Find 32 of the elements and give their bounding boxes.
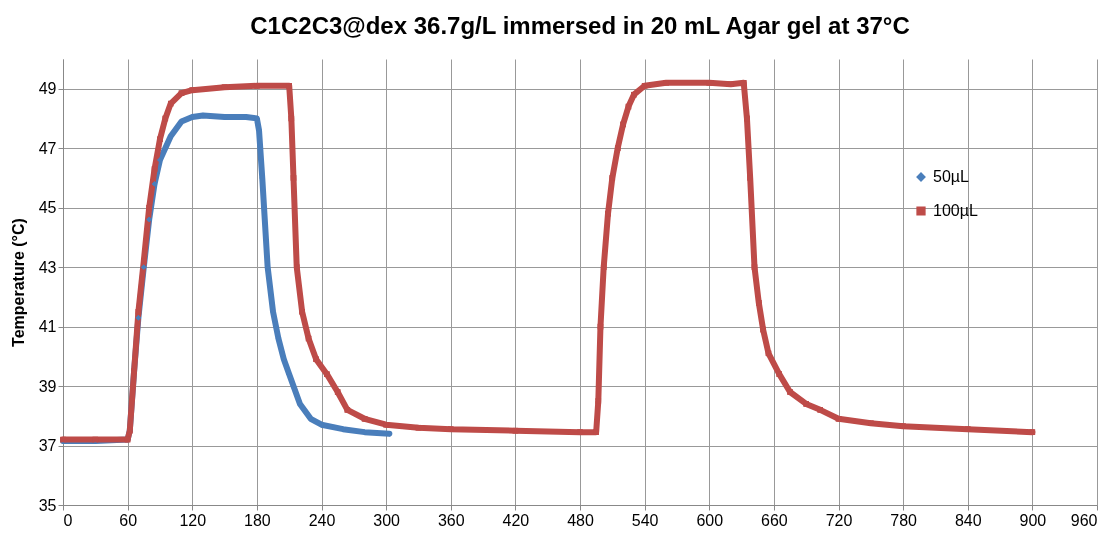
chart-title: C1C2C3@dex 36.7g/L immersed in 20 mL Agar gel at 37°C	[250, 12, 910, 39]
x-tick-label: 0	[63, 511, 73, 529]
y-tick-label: 41	[38, 318, 57, 336]
y-tick-label: 43	[38, 258, 57, 276]
x-tick-label: 480	[567, 511, 594, 529]
point	[141, 264, 147, 270]
x-tick-label: 960	[1070, 511, 1098, 529]
y-tick-label: 39	[38, 377, 57, 395]
y-tick-label: 35	[38, 496, 57, 514]
x-tick-label: 300	[373, 511, 401, 529]
x-tick-label: 660	[761, 511, 788, 529]
x-tick-label: 240	[308, 511, 336, 529]
y-tick-label: 49	[38, 80, 57, 98]
x-tick-label: 60	[119, 511, 138, 529]
y-tick-label: 45	[38, 199, 57, 217]
x-tick-label: 780	[890, 511, 918, 529]
x-tick-label: 900	[1019, 511, 1047, 529]
y-tick-label: 47	[38, 139, 57, 157]
x-tick-label: 720	[825, 511, 853, 529]
x-tick-label: 360	[437, 511, 465, 529]
x-tick-label: 120	[179, 511, 207, 529]
point	[135, 314, 142, 321]
x-tick-label: 840	[954, 511, 982, 529]
x-tick-label: 420	[502, 511, 530, 529]
point	[146, 216, 152, 223]
x-tick-label: 180	[244, 511, 271, 529]
x-tick-label: 600	[696, 511, 724, 529]
legend-label: 50µL	[933, 168, 970, 185]
y-tick-label: 37	[38, 437, 57, 455]
legend-label: 100µL	[933, 202, 978, 219]
y-axis-title: Temperature (°C)	[9, 218, 27, 347]
x-tick-label: 540	[631, 511, 659, 529]
